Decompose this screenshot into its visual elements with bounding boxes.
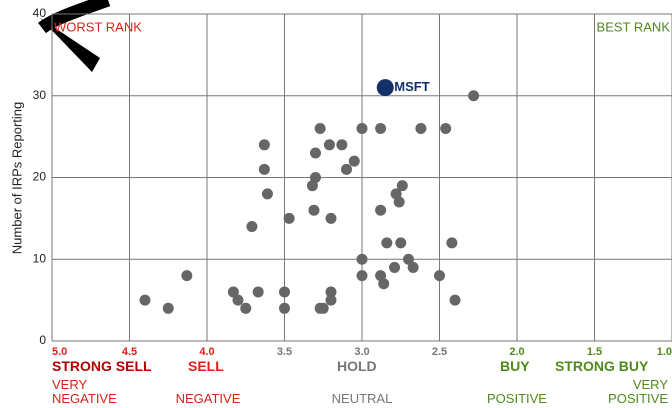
page: Number of IRPs Reporting 0 10 20 30 40 5.0 4.5… — [0, 0, 672, 408]
point — [440, 123, 451, 134]
point — [389, 262, 400, 273]
x-tick-label: 1.5 — [587, 346, 602, 358]
point — [324, 139, 335, 150]
point — [310, 172, 321, 183]
point — [233, 295, 244, 306]
point — [279, 303, 290, 314]
point — [308, 205, 319, 216]
x-tick-label: 2.0 — [509, 346, 524, 358]
x-tick-label: 1.0 — [657, 346, 672, 358]
point — [357, 270, 368, 281]
x-tick-label: 2.5 — [432, 346, 447, 358]
y-tick-label: 30 — [33, 88, 47, 102]
highlight-point — [377, 79, 394, 96]
point — [326, 295, 337, 306]
sentiment-label: POSITIVE — [467, 392, 567, 406]
point — [279, 286, 290, 297]
rating-label: SELL — [188, 358, 224, 374]
point — [246, 221, 257, 232]
point — [140, 295, 151, 306]
annotation: BEST RANK — [597, 19, 671, 34]
point — [240, 303, 251, 314]
y-axis-label: Number of IRPs Reporting — [9, 102, 24, 254]
x-tick-label: 4.5 — [122, 346, 137, 358]
y-tick-label: 0 — [39, 333, 46, 347]
point — [349, 156, 360, 167]
highlight-label: MSFT — [394, 79, 429, 94]
point — [336, 139, 347, 150]
point — [163, 303, 174, 314]
point — [357, 254, 368, 265]
y-tick-label: 40 — [33, 6, 47, 20]
sentiment-label: VERY POSITIVE — [592, 378, 668, 406]
point — [259, 164, 270, 175]
point — [253, 286, 264, 297]
annotation: WORST RANK — [54, 19, 142, 34]
point — [381, 237, 392, 248]
point — [395, 237, 406, 248]
point — [315, 123, 326, 134]
chart: Number of IRPs Reporting 0 10 20 30 40 5.0 4.5… — [0, 0, 672, 408]
point — [397, 180, 408, 191]
point — [408, 262, 419, 273]
x-tick-label: 5.0 — [52, 346, 67, 358]
x-tick-label: 4.0 — [199, 346, 214, 358]
point — [284, 213, 295, 224]
point — [318, 303, 329, 314]
point — [375, 205, 386, 216]
y-tick-label: 20 — [33, 170, 47, 184]
point — [446, 237, 457, 248]
x-tick-label: 3.5 — [277, 346, 292, 358]
point — [341, 164, 352, 175]
point — [450, 295, 461, 306]
point — [468, 90, 479, 101]
sentiment-label: VERY NEGATIVE — [52, 378, 132, 406]
y-tick-label: 10 — [33, 251, 47, 265]
sentiment-label: NEGATIVE — [158, 392, 258, 406]
rating-label: STRONG SELL — [52, 358, 152, 374]
point — [357, 123, 368, 134]
point — [394, 197, 405, 208]
point — [326, 213, 337, 224]
point — [181, 270, 192, 281]
sentiment-label: NEUTRAL — [312, 392, 412, 406]
point — [310, 147, 321, 158]
x-tick-label: 3.0 — [354, 346, 369, 358]
point — [434, 270, 445, 281]
point — [262, 188, 273, 199]
rating-label: HOLD — [337, 358, 377, 374]
point — [259, 139, 270, 150]
point — [415, 123, 426, 134]
rating-label: BUY — [500, 358, 530, 374]
point — [378, 278, 389, 289]
point — [375, 123, 386, 134]
rating-label: STRONG BUY — [555, 358, 648, 374]
